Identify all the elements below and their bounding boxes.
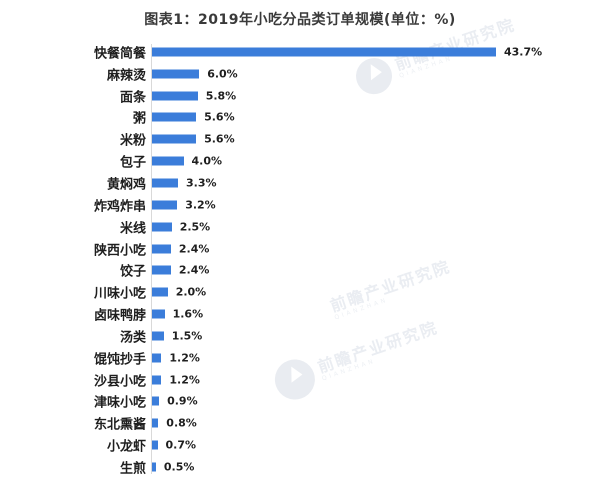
category-label: 小龙虾 [106,439,146,455]
bar-rows: 快餐简餐 43.7% 麻辣烫 6.0% 面条 5.8% 粥 5.6% 米粉 5.6% 包子 4.0% 黄… [0,41,600,478]
category-label: 米粉 [119,133,146,149]
category-label: 陕西小吃 [93,243,146,259]
bar-row: 面条 5.8% [0,85,600,107]
value-label: 1.2% [169,373,200,387]
value-label: 0.7% [165,438,197,452]
bar-row: 川味小吃 2.0% [0,281,600,303]
bar [152,112,197,122]
value-label: 5.8% [205,89,237,103]
bar [152,222,172,232]
value-label: 3.2% [185,198,216,212]
value-label: 0.5% [163,460,195,474]
bar [152,244,171,254]
value-label: 43.7% [504,45,543,59]
value-label: 2.4% [178,263,210,277]
bar [152,331,164,341]
value-label: 1.5% [171,329,203,343]
y-axis-line [151,44,152,474]
value-label: 3.3% [186,176,217,190]
bar-row: 津味小吃 0.9% [0,391,600,413]
category-label: 粥 [132,111,146,127]
category-label: 生煎 [119,461,146,477]
bar [152,462,156,472]
chart-title: 图表1：2019年小吃分品类订单规模(单位：%) [144,12,456,28]
category-label: 东北熏酱 [93,417,146,433]
bar-row: 卤味鸭脖 1.6% [0,303,600,325]
value-label: 5.6% [204,110,235,124]
value-label: 2.0% [175,285,207,299]
category-label: 津味小吃 [93,395,146,411]
bar [152,353,162,363]
bar-row: 麻辣烫 6.0% [0,63,600,85]
category-label: 馄饨抄手 [93,352,146,368]
bar [152,396,160,406]
value-label: 5.6% [204,132,235,146]
value-label: 0.9% [167,394,198,408]
category-label: 炸鸡炸串 [93,199,146,215]
bar [152,178,178,188]
bar [152,134,197,144]
bar [152,440,158,450]
bar [152,156,184,166]
category-label: 川味小吃 [93,286,146,302]
bar [152,418,159,428]
bar-row: 米线 2.5% [0,216,600,238]
bar-row: 黄焖鸡 3.3% [0,172,600,194]
bar [152,309,165,319]
category-label: 快餐简餐 [93,46,146,62]
bar-row: 米粉 5.6% [0,128,600,150]
bar-row: 东北熏酱 0.8% [0,412,600,434]
category-label: 汤类 [119,330,146,346]
bar-row: 馄饨抄手 1.2% [0,347,600,369]
value-label: 2.5% [179,220,211,234]
bar-row: 汤类 1.5% [0,325,600,347]
bar-row: 包子 4.0% [0,150,600,172]
category-label: 沙县小吃 [93,374,146,390]
bar-row: 生煎 0.5% [0,456,600,478]
bar-row: 陕西小吃 2.4% [0,238,600,260]
value-label: 6.0% [207,67,238,81]
category-label: 面条 [119,90,146,106]
value-label: 2.4% [178,242,210,256]
category-label: 饺子 [119,264,146,280]
bar [152,69,200,79]
bar-row: 小龙虾 0.7% [0,434,600,456]
bar [152,91,198,101]
bar-row: 粥 5.6% [0,107,600,129]
value-label: 4.0% [191,154,223,168]
bar [152,265,171,275]
category-label: 卤味鸭脖 [93,308,146,324]
category-label: 麻辣烫 [106,68,146,84]
bar-row: 快餐简餐 43.7% [0,41,600,63]
bar [152,200,178,210]
bar-row: 炸鸡炸串 3.2% [0,194,600,216]
value-label: 0.8% [166,416,197,430]
category-label: 包子 [119,155,146,171]
value-label: 1.6% [172,307,204,321]
bar-row: 饺子 2.4% [0,259,600,281]
bar [152,47,496,57]
category-label: 黄焖鸡 [106,177,146,193]
bar-row: 沙县小吃 1.2% [0,369,600,391]
bar [152,375,162,385]
value-label: 1.2% [169,351,200,365]
category-label: 米线 [119,221,146,237]
bar [152,287,168,297]
